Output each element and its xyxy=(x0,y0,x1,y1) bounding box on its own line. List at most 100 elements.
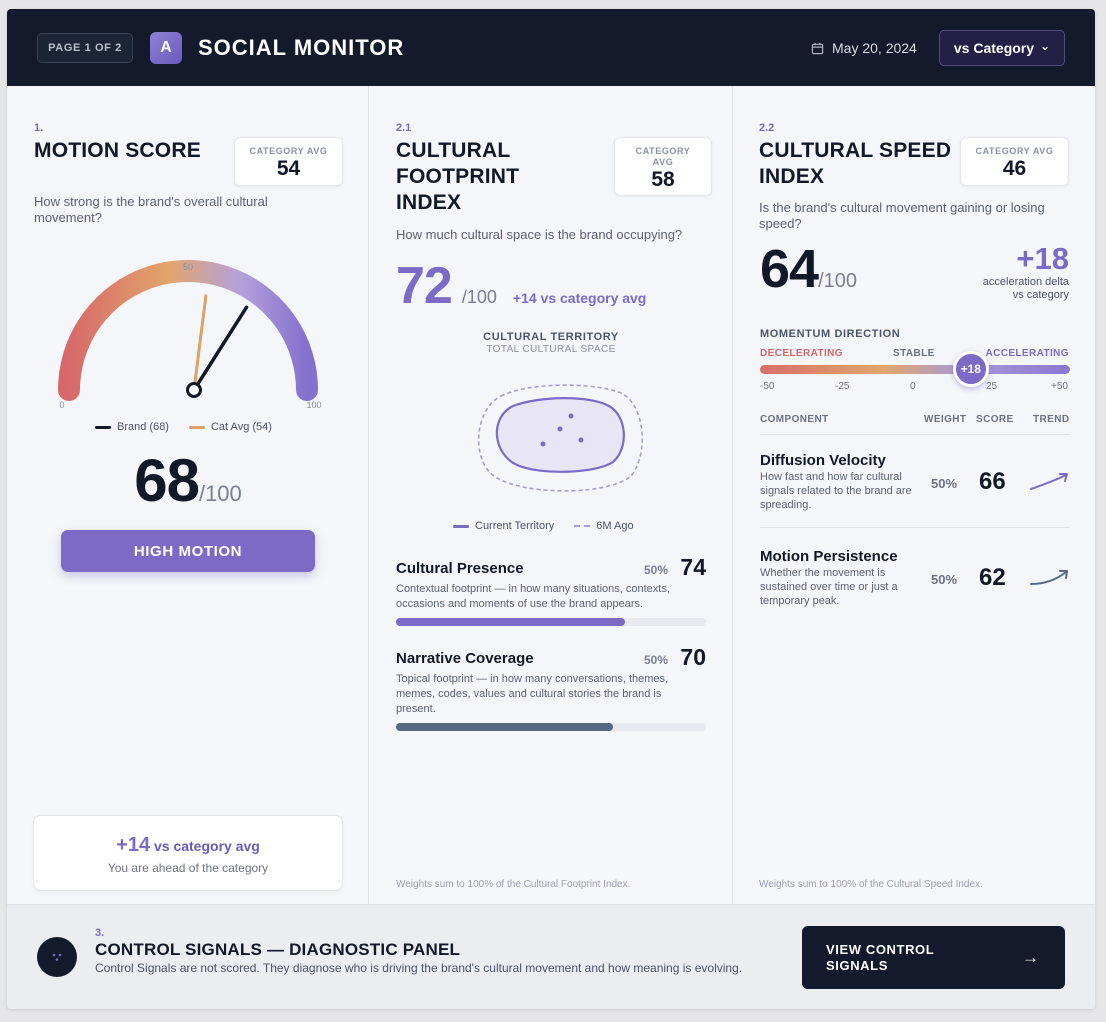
table-divider xyxy=(760,527,1070,528)
motion-score-panel: 1. MOTION SCORE CATEGORY AVG 54 How stro… xyxy=(7,86,369,904)
momentum-label-accelerating: ACCELERATING xyxy=(985,348,1069,359)
momentum-tick: 25 xyxy=(986,381,998,392)
date-display: May 20, 2024 xyxy=(811,38,917,58)
speed-footnote: Weights sum to 100% of the Cultural Spee… xyxy=(759,879,983,890)
metric-progress-fill xyxy=(396,723,613,731)
territory-subtitle: TOTAL CULTURAL SPACE xyxy=(486,344,616,355)
column-header-weight: WEIGHT xyxy=(924,414,967,425)
column-header-trend: TREND xyxy=(1033,414,1070,425)
compare-dropdown[interactable]: vs Category ⌄ xyxy=(939,30,1065,66)
section-title: CULTURAL FOOTPRINT INDEX xyxy=(396,138,519,216)
section-title: MOTION SCORE xyxy=(34,139,201,162)
momentum-title: MOMENTUM DIRECTION xyxy=(760,328,901,340)
category-comparison-card: +14 vs category avg You are ahead of the… xyxy=(33,815,343,891)
column-header-score: SCORE xyxy=(976,414,1014,425)
gauge-min-label: 0 xyxy=(59,400,64,410)
momentum-tick: -50 xyxy=(760,381,775,392)
metric-weight: 50% xyxy=(643,563,668,577)
dots-icon xyxy=(52,953,62,961)
date-text: May 20, 2024 xyxy=(832,40,917,56)
category-avg-label: CATEGORY AVG xyxy=(975,146,1054,156)
section-title-line: INDEX xyxy=(759,165,825,188)
comparison-delta: +14 xyxy=(116,834,151,856)
legend-cat-label: Cat Avg (54) xyxy=(210,421,272,433)
section-title-line: FOOTPRINT xyxy=(396,165,520,188)
component-name: Motion Persistence xyxy=(760,548,898,565)
metric-progress-fill xyxy=(396,618,626,626)
section-title-line: INDEX xyxy=(396,191,462,214)
component-score: 66 xyxy=(979,468,1006,495)
metric-progress-track xyxy=(396,618,706,626)
acceleration-label: vs category xyxy=(1012,289,1069,301)
acceleration-value: +18 xyxy=(1016,241,1069,276)
section-title-line: CULTURAL SPEED xyxy=(759,139,952,162)
comparison-headline: +14 vs category avg xyxy=(34,834,342,857)
gauge-needle-brand xyxy=(196,305,249,385)
territory-legend: Current Territory 6M Ago xyxy=(453,520,634,532)
column-header-component: COMPONENT xyxy=(760,414,829,425)
footprint-score-value: 72 xyxy=(396,257,453,315)
gauge-mid-label: 50 xyxy=(183,262,193,272)
control-signals-icon xyxy=(37,937,77,977)
acceleration-delta: +18 acceleration delta vs category xyxy=(983,242,1069,302)
gauge-max-label: 100 xyxy=(306,400,321,410)
metric-name: Narrative Coverage xyxy=(396,650,534,667)
momentum-tick: +50 xyxy=(1051,381,1068,392)
section-question: How much cultural space is the brand occ… xyxy=(396,227,683,242)
section-number: 2.2 xyxy=(759,122,775,134)
speed-score-value: 64 xyxy=(760,239,819,299)
component-description: How fast and how far cultural signals re… xyxy=(760,471,912,511)
metric-name: Cultural Presence xyxy=(396,560,524,577)
chevron-down-icon: ⌄ xyxy=(1040,39,1051,53)
legend-current-label: Current Territory xyxy=(475,520,555,532)
metric-description: Topical footprint — in how many conversa… xyxy=(396,673,669,715)
view-control-signals-button[interactable]: VIEW CONTROL SIGNALS → xyxy=(802,926,1065,989)
component-description: Whether the movement is sustained over t… xyxy=(760,567,898,607)
category-avg-label: CATEGORY AVG xyxy=(249,146,328,156)
cultural-speed-panel: 2.2 CULTURAL SPEED INDEX CATEGORY AVG 46… xyxy=(733,86,1095,904)
section-description: Control Signals are not scored. They dia… xyxy=(95,961,743,975)
metric-score: 70 xyxy=(680,644,706,670)
motion-gauge: 0 50 100 xyxy=(58,260,322,410)
button-label: VIEW CONTROL SIGNALS xyxy=(826,942,976,974)
control-signals-panel: 3. CONTROL SIGNALS — DIAGNOSTIC PANEL Co… xyxy=(7,904,1095,1009)
momentum-label-decelerating: DECELERATING xyxy=(760,348,843,359)
gauge-needle-category xyxy=(193,294,208,384)
button-label-line: VIEW CONTROL xyxy=(826,942,935,957)
footprint-footnote: Weights sum to 100% of the Cultural Foot… xyxy=(396,879,631,890)
motion-level-button[interactable]: HIGH MOTION xyxy=(61,530,315,572)
section-title-line: CULTURAL xyxy=(396,139,511,162)
territory-current-shape xyxy=(495,397,625,473)
compare-label: vs Category xyxy=(953,40,1035,56)
motion-score-value: 68 xyxy=(134,447,200,514)
section-title: CONTROL SIGNALS — DIAGNOSTIC PANEL xyxy=(95,940,461,959)
speed-score-denominator: /100 xyxy=(818,270,858,292)
section-question: Is the brand's cultural movement gaining… xyxy=(759,200,1045,231)
legend-brand-swatch xyxy=(95,425,111,429)
app-title: SOCIAL MONITOR xyxy=(198,35,405,60)
legend-brand-label: Brand (68) xyxy=(117,421,169,433)
motion-score-denominator: /100 xyxy=(198,481,242,506)
dashboard: PAGE 1 OF 2 A SOCIAL MONITOR May 20, 202… xyxy=(7,9,1095,1009)
footprint-delta: +14 vs category avg xyxy=(512,290,647,306)
momentum-tick: 0 xyxy=(910,381,916,392)
category-avg-label: AVG xyxy=(652,157,674,167)
momentum-label-stable: STABLE xyxy=(893,348,935,359)
comparison-subtext: You are ahead of the category xyxy=(107,861,269,875)
gauge-legend: Brand (68) Cat Avg (54) xyxy=(95,421,272,433)
header-bar: PAGE 1 OF 2 A SOCIAL MONITOR May 20, 202… xyxy=(7,9,1095,86)
button-label-line: SIGNALS xyxy=(826,958,888,973)
category-avg-value: 58 xyxy=(651,168,675,191)
momentum-indicator: +18 xyxy=(952,351,989,387)
gauge-pivot xyxy=(186,382,202,398)
territory-point xyxy=(540,441,546,447)
motion-score: 68/100 xyxy=(7,446,369,515)
component-weight: 50% xyxy=(931,476,958,491)
category-avg-card: CATEGORY AVG 46 xyxy=(960,137,1069,186)
legend-cat-swatch xyxy=(188,425,205,429)
momentum-scale xyxy=(760,365,1070,374)
territory-title: CULTURAL TERRITORY xyxy=(483,331,619,343)
brand-logo: A xyxy=(150,32,182,64)
footprint-score-denominator: /100 xyxy=(461,287,497,307)
territory-past-outline xyxy=(477,384,643,492)
